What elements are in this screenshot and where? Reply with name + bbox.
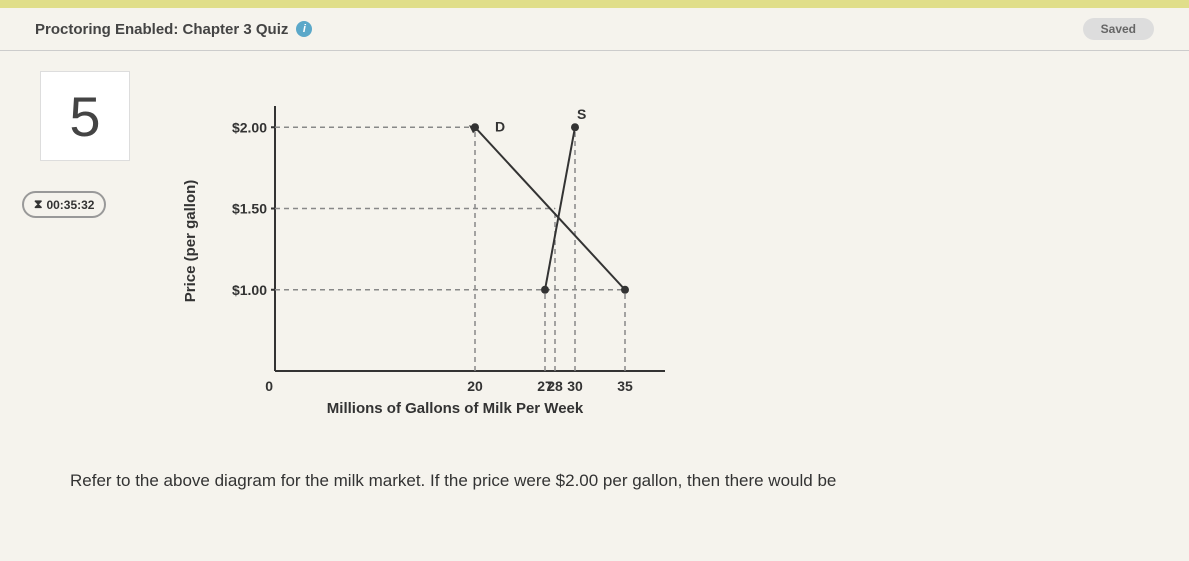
svg-text:30: 30 xyxy=(567,378,583,394)
svg-text:$1.50: $1.50 xyxy=(232,201,267,217)
content-area: 5 ⧗ 00:35:32 $1.00$1.50$2.0002027283035D… xyxy=(0,51,1189,91)
svg-text:D: D xyxy=(495,118,505,134)
browser-bar xyxy=(0,0,1189,8)
quiz-title: Proctoring Enabled: Chapter 3 Quiz xyxy=(35,21,288,38)
question-prompt: Refer to the above diagram for the milk … xyxy=(70,471,1170,491)
svg-text:$2.00: $2.00 xyxy=(232,119,267,135)
quiz-header: Proctoring Enabled: Chapter 3 Quiz i Sav… xyxy=(0,8,1189,51)
svg-text:0: 0 xyxy=(265,378,273,394)
milk-market-chart: $1.00$1.50$2.0002027283035DSMillions of … xyxy=(165,61,725,441)
svg-text:Millions of Gallons of Milk Pe: Millions of Gallons of Milk Per Week xyxy=(327,400,584,417)
svg-text:Price (per gallon): Price (per gallon) xyxy=(182,180,199,303)
chart-svg: $1.00$1.50$2.0002027283035DSMillions of … xyxy=(165,61,725,441)
svg-text:S: S xyxy=(577,106,586,122)
timer-value: 00:35:32 xyxy=(46,198,94,212)
svg-text:35: 35 xyxy=(617,378,633,394)
saved-badge: Saved xyxy=(1083,18,1154,40)
question-number: 5 xyxy=(40,71,130,161)
svg-text:20: 20 xyxy=(467,378,483,394)
svg-text:$1.00: $1.00 xyxy=(232,282,267,298)
timer: ⧗ 00:35:32 xyxy=(22,191,106,218)
hourglass-icon: ⧗ xyxy=(34,197,42,212)
info-icon[interactable]: i xyxy=(296,21,312,37)
svg-text:28: 28 xyxy=(547,378,563,394)
